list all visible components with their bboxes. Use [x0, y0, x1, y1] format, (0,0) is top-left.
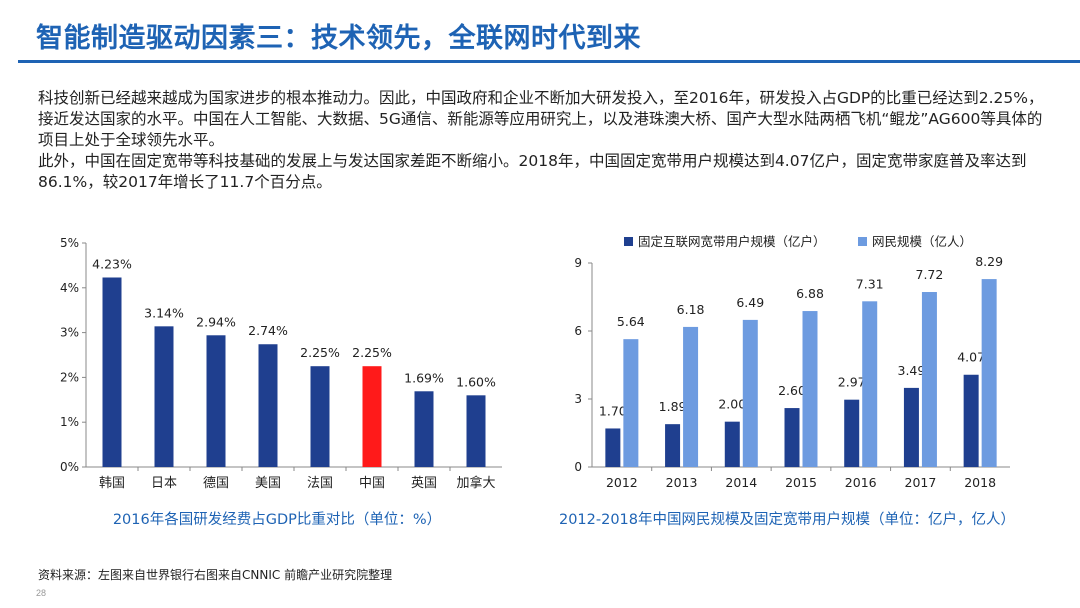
chart-title: 2012-2018年中国网民规模及固定宽带用户规模（单位：亿户，亿人） — [559, 511, 1015, 528]
bar-中国 — [362, 366, 382, 467]
bar-2012-s1 — [623, 339, 639, 467]
data-label: 7.72 — [916, 267, 944, 282]
data-label: 1.89 — [659, 399, 687, 414]
bar-2013-s0 — [665, 424, 681, 467]
x-tick-label: 德国 — [203, 476, 229, 491]
x-tick-label: 英国 — [411, 476, 437, 491]
bar-2012-s0 — [605, 428, 621, 467]
data-label: 3.14% — [144, 305, 184, 320]
data-label: 2.94% — [196, 314, 236, 329]
bar-2018-s1 — [981, 279, 997, 467]
data-label: 2.97 — [838, 375, 866, 390]
legend-label: 固定互联网宽带用户规模（亿户） — [638, 234, 826, 249]
legend-label: 网民规模（亿人） — [872, 234, 972, 249]
bar-2014-s0 — [724, 421, 740, 467]
data-label: 3.49 — [898, 363, 926, 378]
x-tick-label: 日本 — [151, 476, 177, 491]
data-label: 8.29 — [975, 254, 1003, 269]
rd-gdp-chart: 0% 1% 2% 3% 4% 5% 4.23% 韩国 3.14% 日本 2.94% 德国 2.74% 美国… — [60, 236, 502, 528]
data-label: 6.18 — [677, 302, 705, 317]
y-tick-label: 0% — [60, 460, 79, 474]
x-tick-label: 2017 — [905, 475, 937, 490]
y-tick-label: 6 — [574, 324, 582, 338]
chart-title: 2016年各国研发经费占GDP比重对比（单位：%） — [113, 511, 441, 528]
y-tick-label: 3 — [574, 392, 582, 406]
source-note: 资料来源：左图来自世界银行右图来自CNNIC 前瞻产业研究院整理 — [38, 568, 393, 582]
data-label: 2.00 — [718, 397, 746, 412]
bar-2017-s0 — [903, 387, 919, 467]
bar-日本 — [154, 326, 174, 467]
bar-2017-s1 — [921, 292, 937, 467]
data-label: 1.60% — [456, 374, 496, 389]
x-tick-label: 法国 — [307, 476, 333, 491]
bar-加拿大 — [466, 395, 486, 467]
y-tick-label: 0 — [574, 460, 582, 474]
internet-users-chart: 固定互联网宽带用户规模（亿户） 网民规模（亿人） 0 3 6 9 1.70 5.64 2012 1… — [559, 234, 1015, 528]
y-tick-label: 9 — [574, 256, 582, 270]
bar-韩国 — [102, 277, 122, 467]
data-label: 2.74% — [248, 323, 288, 338]
y-tick-label: 1% — [60, 415, 79, 429]
bar-2016-s0 — [844, 399, 860, 467]
data-label: 2.25% — [352, 345, 392, 360]
bar-2014-s1 — [742, 319, 758, 467]
data-label: 5.64 — [617, 314, 645, 329]
legend-swatch — [624, 237, 633, 246]
x-tick-label: 韩国 — [99, 476, 125, 491]
bar-德国 — [206, 335, 226, 467]
bar-2013-s1 — [683, 326, 699, 467]
title-underline — [18, 60, 1080, 63]
x-tick-label: 2016 — [845, 475, 877, 490]
y-tick-label: 5% — [60, 236, 79, 250]
x-tick-label: 2014 — [725, 475, 757, 490]
bar-2015-s1 — [802, 311, 818, 467]
bar-英国 — [414, 391, 434, 467]
data-label: 4.23% — [92, 256, 132, 271]
data-label: 1.69% — [404, 370, 444, 385]
page-title: 智能制造驱动因素三：技术领先，全联网时代到来 — [36, 23, 641, 54]
data-label: 6.88 — [796, 286, 824, 301]
intro-text: 科技创新已经越来越成为国家进步的根本推动力。因此，中国政府和企业不断加大研发投入… — [38, 88, 1048, 193]
data-label: 6.49 — [736, 295, 764, 310]
y-tick-label: 4% — [60, 281, 79, 295]
x-tick-label: 2012 — [606, 475, 638, 490]
bar-2018-s0 — [963, 374, 979, 467]
bar-2016-s1 — [862, 301, 878, 467]
paragraph-1: 科技创新已经越来越成为国家进步的根本推动力。因此，中国政府和企业不断加大研发投入… — [38, 89, 1044, 149]
x-tick-label: 中国 — [359, 476, 385, 491]
data-label: 2.60 — [778, 383, 806, 398]
x-tick-label: 2015 — [785, 475, 817, 490]
bar-2015-s0 — [784, 408, 800, 467]
data-label: 7.31 — [856, 276, 884, 291]
data-label: 2.25% — [300, 345, 340, 360]
page-number: 28 — [36, 588, 47, 598]
x-tick-label: 2018 — [964, 475, 996, 490]
x-tick-label: 加拿大 — [456, 475, 495, 491]
data-label: 1.70 — [599, 403, 627, 418]
y-tick-label: 2% — [60, 370, 79, 384]
data-label: 4.07 — [957, 350, 985, 365]
x-tick-label: 美国 — [255, 476, 281, 491]
y-tick-label: 3% — [60, 326, 79, 340]
paragraph-2: 此外，中国在固定宽带等科技基础的发展上与发达国家差距不断缩小。2018年，中国固… — [38, 152, 1027, 191]
legend-swatch — [858, 237, 867, 246]
bar-法国 — [310, 366, 330, 467]
bar-美国 — [258, 344, 278, 467]
x-tick-label: 2013 — [666, 475, 698, 490]
